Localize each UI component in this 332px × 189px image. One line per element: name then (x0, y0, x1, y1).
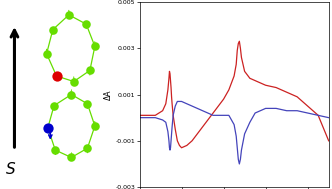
Point (69, 93, 74, 96)
Point (71, 80, 76, 83)
Y-axis label: ΔA: ΔA (104, 89, 113, 100)
Point (85, 147, 90, 150)
Point (92, 45, 98, 48)
Point (84, 23, 89, 26)
Point (52, 149, 58, 152)
Point (92, 125, 98, 128)
Point (45, 126, 50, 129)
Point (69, 156, 74, 159)
Text: $S$: $S$ (5, 161, 16, 177)
Point (85, 102, 90, 105)
Point (50, 28, 55, 31)
Point (44, 52, 49, 55)
Point (87, 69, 93, 72)
Point (51, 104, 57, 107)
Point (54, 74, 59, 77)
Point (66, 13, 71, 16)
